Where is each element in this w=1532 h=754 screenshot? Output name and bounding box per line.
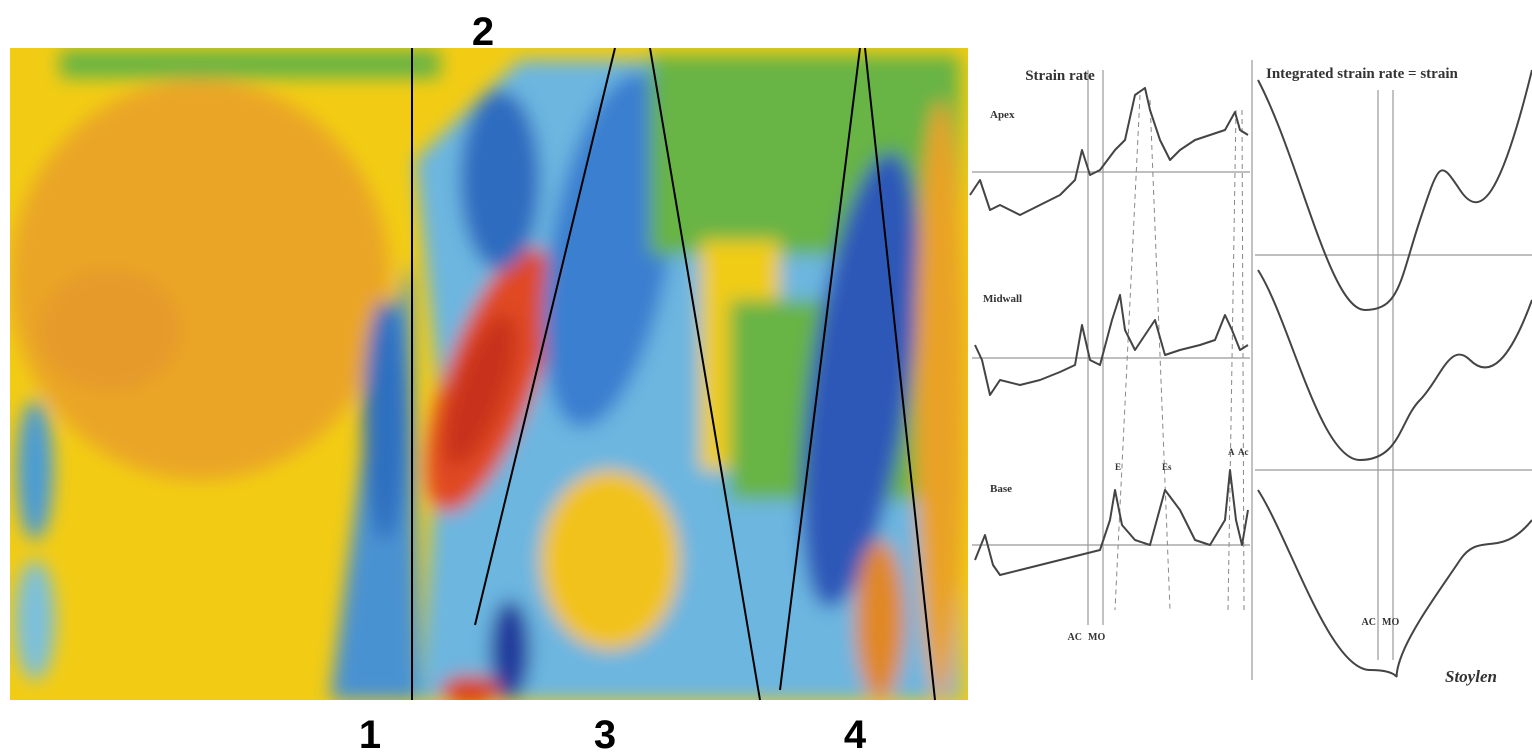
row-label: Base — [990, 483, 1012, 495]
strain-rate-panel: Strain rate Apex Midwall Base AC MO E Es… — [970, 60, 1252, 680]
marker: 4 — [844, 713, 867, 754]
marker: 2 — [472, 10, 494, 54]
row-label: Apex — [990, 109, 1015, 121]
strain-panel: Integrated strain rate = strain AC MO St… — [1255, 66, 1532, 686]
peak-label: E — [1115, 462, 1121, 472]
figure: 2 1 3 4 Strain rate Apex Midwall Base AC… — [0, 0, 1532, 754]
peak-label: Es — [1162, 462, 1172, 472]
marker: 3 — [594, 713, 616, 754]
event-label: AC — [1068, 632, 1082, 643]
panel-title: Strain rate — [1025, 68, 1095, 84]
event-label: AC — [1362, 617, 1376, 628]
panel-title: Integrated strain rate = strain — [1266, 66, 1459, 82]
row-label: Midwall — [983, 293, 1022, 305]
strain-rate-map — [10, 48, 968, 705]
peak-label: A — [1228, 447, 1235, 457]
event-label: MO — [1382, 617, 1399, 628]
marker: 1 — [359, 713, 381, 754]
credit: Stoylen — [1445, 667, 1497, 686]
peak-label: Ac — [1238, 447, 1249, 457]
event-label: MO — [1088, 632, 1105, 643]
